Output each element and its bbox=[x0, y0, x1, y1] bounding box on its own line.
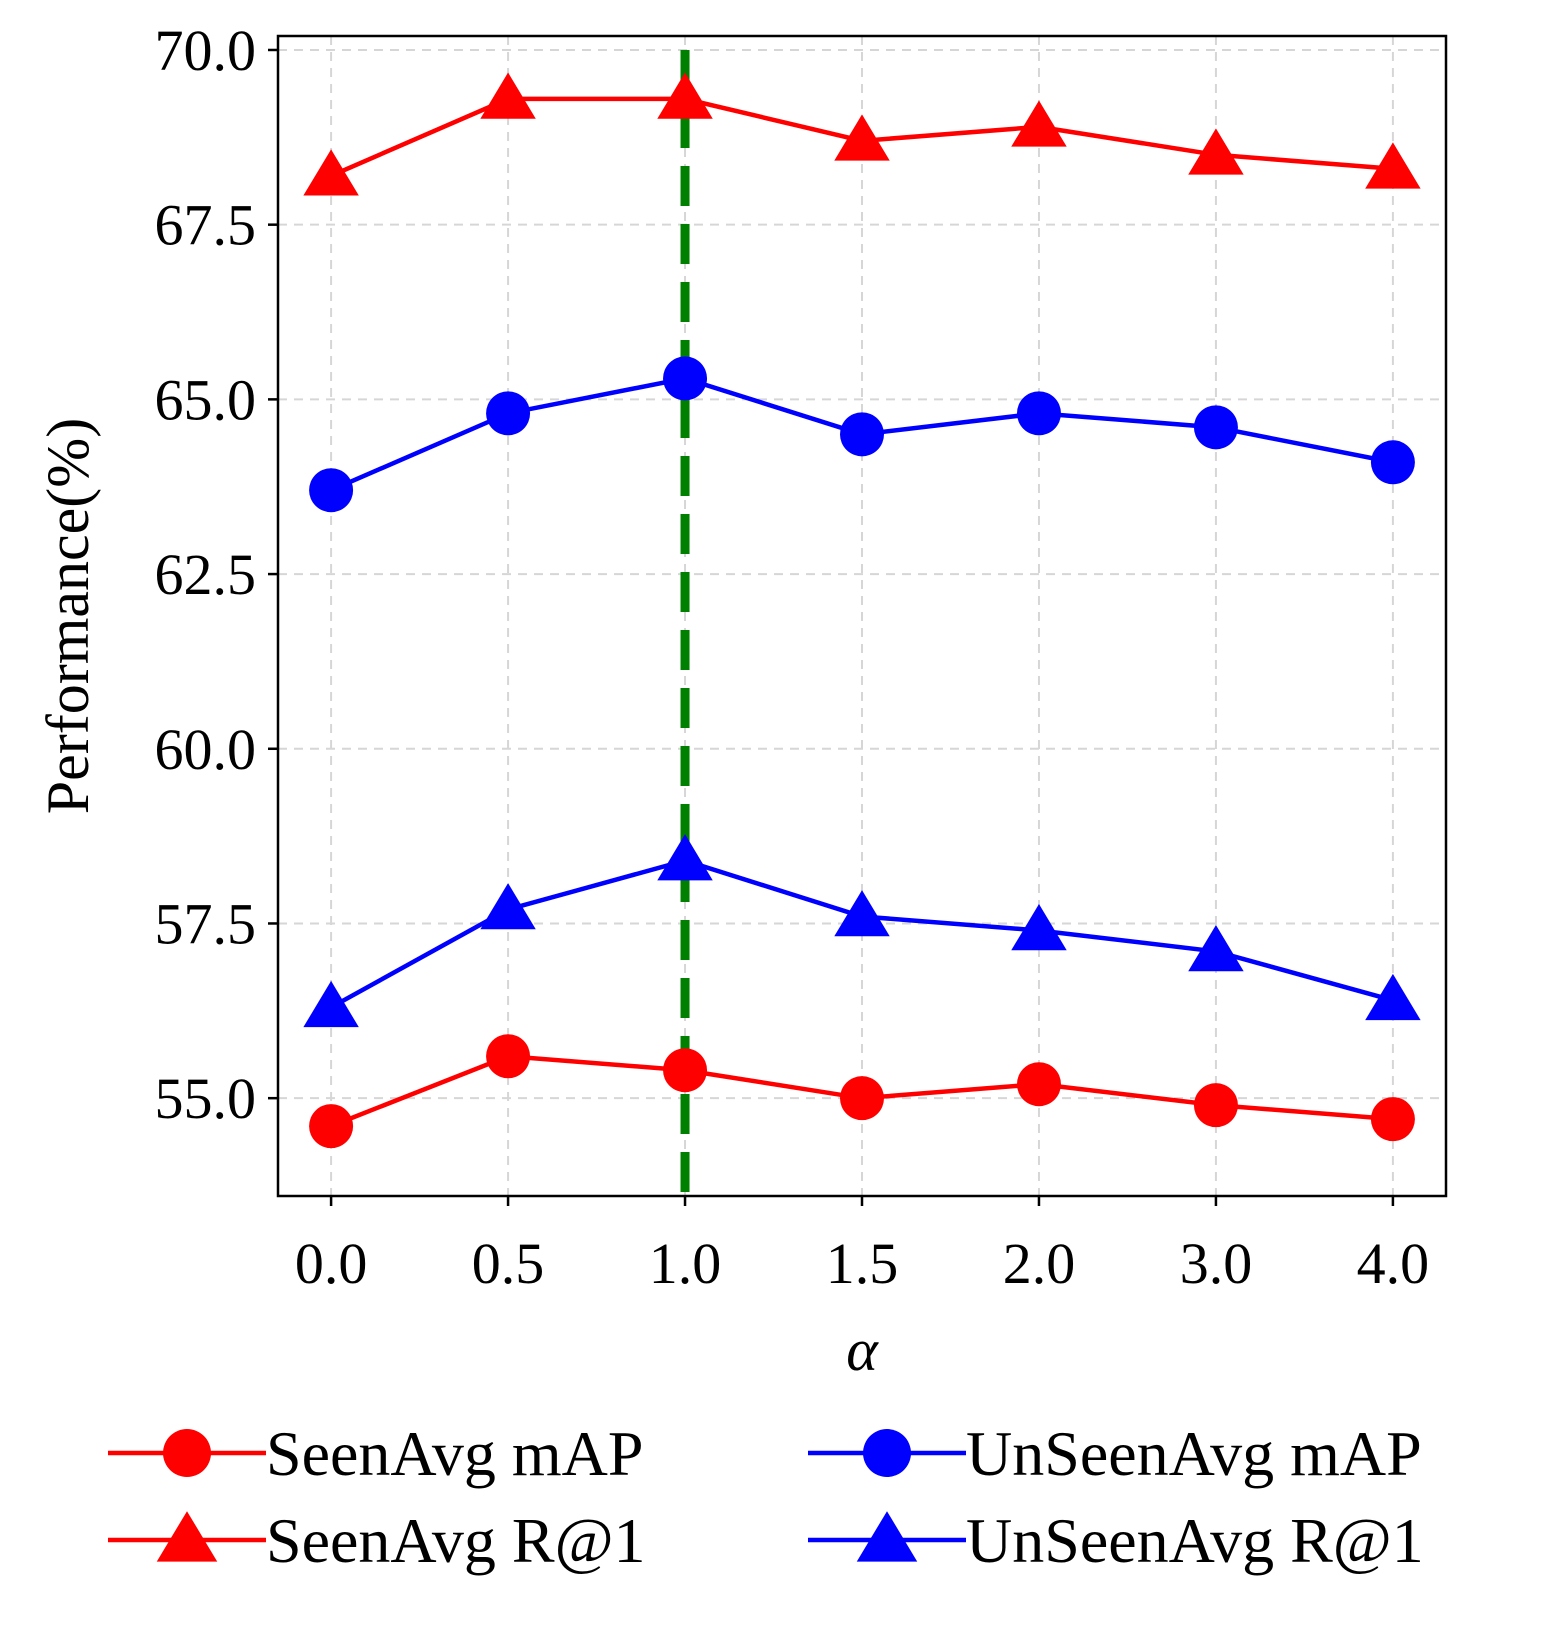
x-axis-title: α bbox=[846, 1317, 879, 1383]
series-seenavg-map bbox=[309, 1034, 1415, 1149]
data-point-triangle bbox=[1011, 904, 1067, 951]
data-point-circle bbox=[1193, 405, 1238, 450]
data-point-triangle bbox=[1188, 925, 1244, 972]
y-tick-label: 65.0 bbox=[155, 367, 257, 432]
legend-triangle-marker bbox=[856, 1511, 918, 1562]
legend-triangle-marker bbox=[156, 1511, 218, 1562]
data-point-circle bbox=[1370, 1097, 1415, 1142]
series-unseenavg-map bbox=[309, 356, 1415, 513]
series-seenavg-r-1 bbox=[303, 72, 1421, 196]
data-point-triangle bbox=[303, 980, 359, 1028]
y-tick-label: 67.5 bbox=[155, 193, 257, 258]
axis-layer: 0.0 0.5 1.0 1.5 2.0 3.0 4.0 70.0 67.5 65.0 62.5 60.… bbox=[155, 18, 1430, 1296]
legend-label: UnSeenAvg R@1 bbox=[966, 1505, 1424, 1576]
legend-circle-marker bbox=[163, 1429, 211, 1477]
x-tick-label: 2.0 bbox=[1003, 1231, 1076, 1296]
x-tick-label: 1.5 bbox=[826, 1231, 899, 1296]
data-point-triangle bbox=[480, 72, 536, 119]
legend-item: SeenAvg R@1 bbox=[108, 1505, 646, 1576]
data-point-triangle bbox=[1365, 142, 1421, 189]
data-point-triangle bbox=[657, 72, 713, 119]
data-point-triangle bbox=[1011, 100, 1067, 147]
data-point-circle bbox=[309, 468, 354, 513]
y-tick-label: 57.5 bbox=[155, 891, 257, 956]
data-point-circle bbox=[486, 391, 531, 436]
grid-layer bbox=[278, 36, 1446, 1196]
series-unseenavg-r-1 bbox=[303, 834, 1421, 1028]
data-point-circle bbox=[663, 1048, 708, 1093]
legend-label: SeenAvg mAP bbox=[266, 1418, 643, 1489]
data-point-circle bbox=[1193, 1083, 1238, 1128]
legend-label: UnSeenAvg mAP bbox=[966, 1418, 1422, 1489]
legend: SeenAvg mAP UnSeenAvg mAP SeenAvg R@1 UnSee… bbox=[108, 1418, 1424, 1576]
data-point-triangle bbox=[1188, 128, 1244, 175]
data-point-triangle bbox=[657, 834, 713, 881]
data-point-circle bbox=[1370, 440, 1415, 485]
data-point-circle bbox=[840, 1076, 884, 1121]
data-point-circle bbox=[309, 1104, 354, 1149]
x-tick-label: 0.0 bbox=[295, 1231, 368, 1296]
x-tick-label: 1.0 bbox=[649, 1231, 722, 1296]
data-point-circle bbox=[1016, 391, 1061, 436]
data-point-triangle bbox=[480, 883, 536, 930]
x-tick-label: 4.0 bbox=[1357, 1231, 1430, 1296]
y-axis-title: Performance(%) bbox=[35, 418, 101, 814]
y-tick-label: 60.0 bbox=[155, 717, 257, 782]
x-tick-label: 3.0 bbox=[1180, 1231, 1253, 1296]
x-tick-label: 0.5 bbox=[472, 1231, 545, 1296]
legend-item: SeenAvg mAP bbox=[108, 1418, 643, 1489]
legend-circle-marker bbox=[863, 1429, 911, 1477]
data-point-circle bbox=[663, 356, 708, 401]
legend-label: SeenAvg R@1 bbox=[266, 1505, 646, 1576]
series-layer bbox=[303, 72, 1421, 1149]
data-point-triangle bbox=[834, 114, 890, 161]
data-point-circle bbox=[840, 412, 884, 457]
y-tick-label: 55.0 bbox=[155, 1066, 257, 1131]
data-point-triangle bbox=[834, 890, 890, 937]
legend-item: UnSeenAvg R@1 bbox=[808, 1505, 1424, 1576]
data-point-circle bbox=[486, 1034, 531, 1079]
y-tick-label: 70.0 bbox=[155, 18, 257, 83]
y-tick-label: 62.5 bbox=[155, 542, 257, 607]
data-point-triangle bbox=[1365, 973, 1421, 1021]
data-point-triangle bbox=[303, 149, 359, 196]
legend-item: UnSeenAvg mAP bbox=[808, 1418, 1422, 1489]
data-point-circle bbox=[1016, 1062, 1061, 1107]
